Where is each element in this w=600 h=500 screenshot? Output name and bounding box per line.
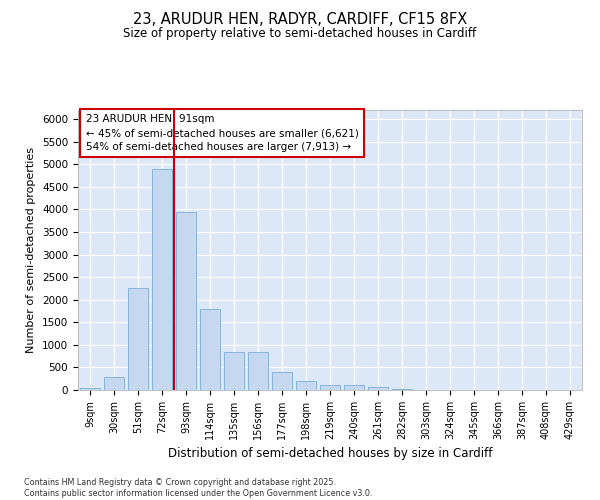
Bar xyxy=(128,288,148,390)
X-axis label: Distribution of semi-detached houses by size in Cardiff: Distribution of semi-detached houses by … xyxy=(168,448,492,460)
Text: 23, ARUDUR HEN, RADYR, CARDIFF, CF15 8FX: 23, ARUDUR HEN, RADYR, CARDIFF, CF15 8FX xyxy=(133,12,467,28)
Text: Size of property relative to semi-detached houses in Cardiff: Size of property relative to semi-detach… xyxy=(124,28,476,40)
Bar xyxy=(368,387,388,390)
Bar xyxy=(176,212,196,390)
Bar xyxy=(200,308,220,390)
Bar xyxy=(296,381,316,390)
Bar xyxy=(248,352,268,390)
Bar xyxy=(272,372,292,390)
Y-axis label: Number of semi-detached properties: Number of semi-detached properties xyxy=(26,147,37,353)
Bar xyxy=(80,388,100,390)
Bar xyxy=(224,352,244,390)
Text: 23 ARUDUR HEN: 91sqm
← 45% of semi-detached houses are smaller (6,621)
54% of se: 23 ARUDUR HEN: 91sqm ← 45% of semi-detac… xyxy=(86,114,358,152)
Bar xyxy=(152,168,172,390)
Bar xyxy=(104,378,124,390)
Text: Contains HM Land Registry data © Crown copyright and database right 2025.
Contai: Contains HM Land Registry data © Crown c… xyxy=(24,478,373,498)
Bar xyxy=(392,389,412,390)
Bar xyxy=(344,386,364,390)
Bar xyxy=(320,384,340,390)
